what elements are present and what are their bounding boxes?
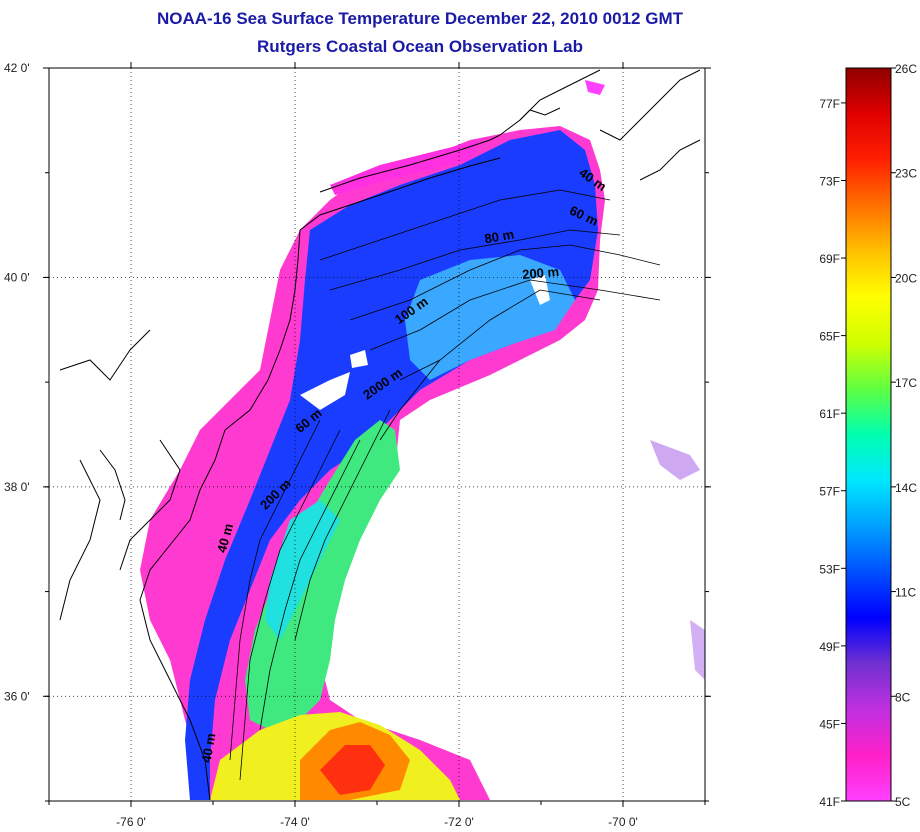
colorbar-fahrenheit-label: 69F — [819, 252, 840, 266]
graticule — [49, 68, 705, 801]
map-title: NOAA-16 Sea Surface Temperature December… — [157, 9, 683, 28]
colorbar-fahrenheit-label: 61F — [819, 407, 840, 421]
lon-tick-label: -74 0' — [280, 815, 310, 829]
lon-tick-label: -76 0' — [116, 815, 146, 829]
sst-swath — [140, 80, 705, 800]
colorbar-fahrenheit-label: 73F — [819, 174, 840, 188]
colorbar-celsius-label: 5C — [895, 795, 911, 809]
colorbar-celsius-label: 23C — [895, 167, 917, 181]
sst-slope-green — [245, 420, 400, 730]
sst-offshore-speckle — [690, 620, 705, 680]
bathymetry-contours — [229, 189, 661, 781]
colorbar-fahrenheit-label: 57F — [819, 485, 840, 499]
map-subtitle: Rutgers Coastal Ocean Observation Lab — [257, 37, 583, 56]
colorbar-fahrenheit-label: 45F — [819, 717, 840, 731]
lat-tick-label: 38 0' — [4, 480, 30, 494]
axis-ticks: -76 0' -74 0' -72 0' -70 0' 42 0' 40 0' 38 0' 3… — [4, 61, 711, 829]
sst-northeast-patch — [585, 80, 605, 95]
colorbar-celsius-label: 26C — [895, 62, 917, 76]
colorbar-fahrenheit-label: 65F — [819, 330, 840, 344]
colorbar-celsius-label: 20C — [895, 271, 917, 285]
depth-contour-label: 80 m — [483, 226, 515, 246]
colorbar-fahrenheit-label: 53F — [819, 562, 840, 576]
depth-contour-label: 200 m — [522, 264, 560, 282]
depth-contour-label: 40 m — [214, 522, 236, 555]
colorbar-celsius-label: 14C — [895, 481, 917, 495]
cloud-gap — [350, 350, 368, 368]
cloud-gap — [300, 372, 350, 410]
colorbar-celsius-label: 8C — [895, 690, 911, 704]
colorbar-celsius-label: 11C — [895, 586, 916, 600]
coastline — [59, 69, 701, 801]
lat-tick-label: 40 0' — [4, 270, 30, 284]
colorbar-labels: 26C 23C 20C 17C 14C 11C 8C 5C 77F 73F 69F 65F 61F 57F… — [819, 62, 917, 809]
sst-slope-cyan — [265, 500, 340, 640]
lat-tick-label: 42 0' — [4, 61, 30, 75]
colorbar-celsius-label: 17C — [895, 376, 917, 390]
lon-tick-label: -70 0' — [608, 815, 638, 829]
colorbar — [845, 67, 892, 802]
sst-gulfstream-red — [320, 745, 385, 795]
lon-tick-label: -72 0' — [444, 815, 474, 829]
colorbar-fahrenheit-label: 41F — [819, 795, 840, 809]
colorbar-fahrenheit-label: 49F — [819, 640, 840, 654]
sst-offshore-speckle — [650, 440, 700, 480]
lat-tick-label: 36 0' — [4, 689, 30, 703]
depth-contour-label: 40 m — [199, 732, 219, 764]
sst-sound-strip — [330, 140, 480, 195]
colorbar-fahrenheit-label: 77F — [819, 97, 840, 111]
